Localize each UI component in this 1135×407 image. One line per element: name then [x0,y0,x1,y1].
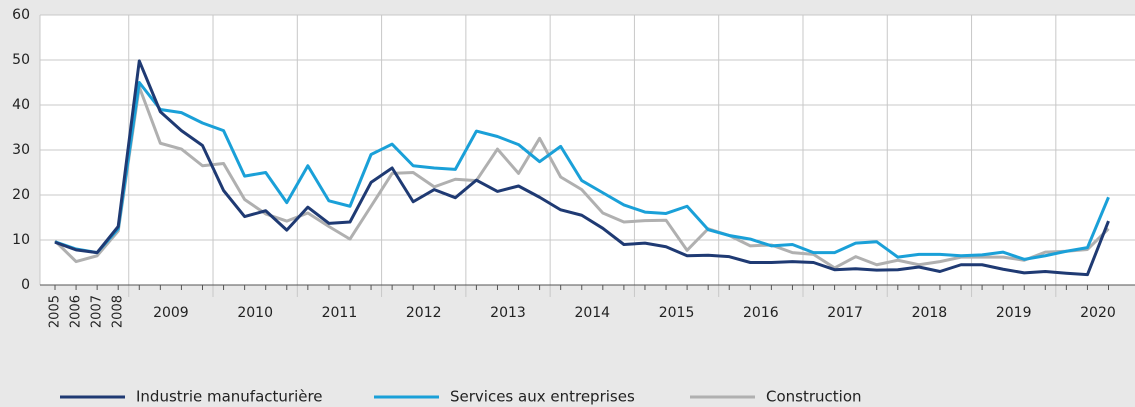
x-tick-label: 2020 [1080,305,1116,321]
x-tick-label: 2019 [996,305,1032,321]
y-tick-label: 40 [12,97,30,113]
legend-label: Services aux entreprises [450,388,635,406]
y-tick-label: 10 [12,232,30,248]
x-tick-label: 2018 [912,305,948,321]
x-tick-label: 2015 [659,305,695,321]
x-tick-label: 2009 [153,305,189,321]
x-tick-label: 2008 [111,295,126,328]
series-line [54,81,1110,261]
x-tick-label: 2011 [322,305,358,321]
x-tick-label: 2007 [90,295,105,328]
y-tick-label: 20 [12,187,30,203]
y-tick-label: 50 [12,52,30,68]
series-line [54,59,1110,277]
x-tick-label: 2013 [490,305,526,321]
x-tick-label: 2006 [69,295,84,328]
x-tick-label: 2014 [574,305,610,321]
x-tick-label: 2016 [743,305,779,321]
y-tick-label: 0 [21,277,30,293]
y-tick-label: 30 [12,142,30,158]
x-tick-label: 2005 [48,295,63,328]
x-tick-label: 2012 [406,305,442,321]
x-tick-label: 2017 [827,305,863,321]
legend-label: Industrie manufacturière [136,388,323,406]
x-tick-label: 2010 [237,305,273,321]
series-line [53,85,1110,270]
legend-label: Construction [766,388,862,406]
y-tick-label: 60 [12,7,30,23]
